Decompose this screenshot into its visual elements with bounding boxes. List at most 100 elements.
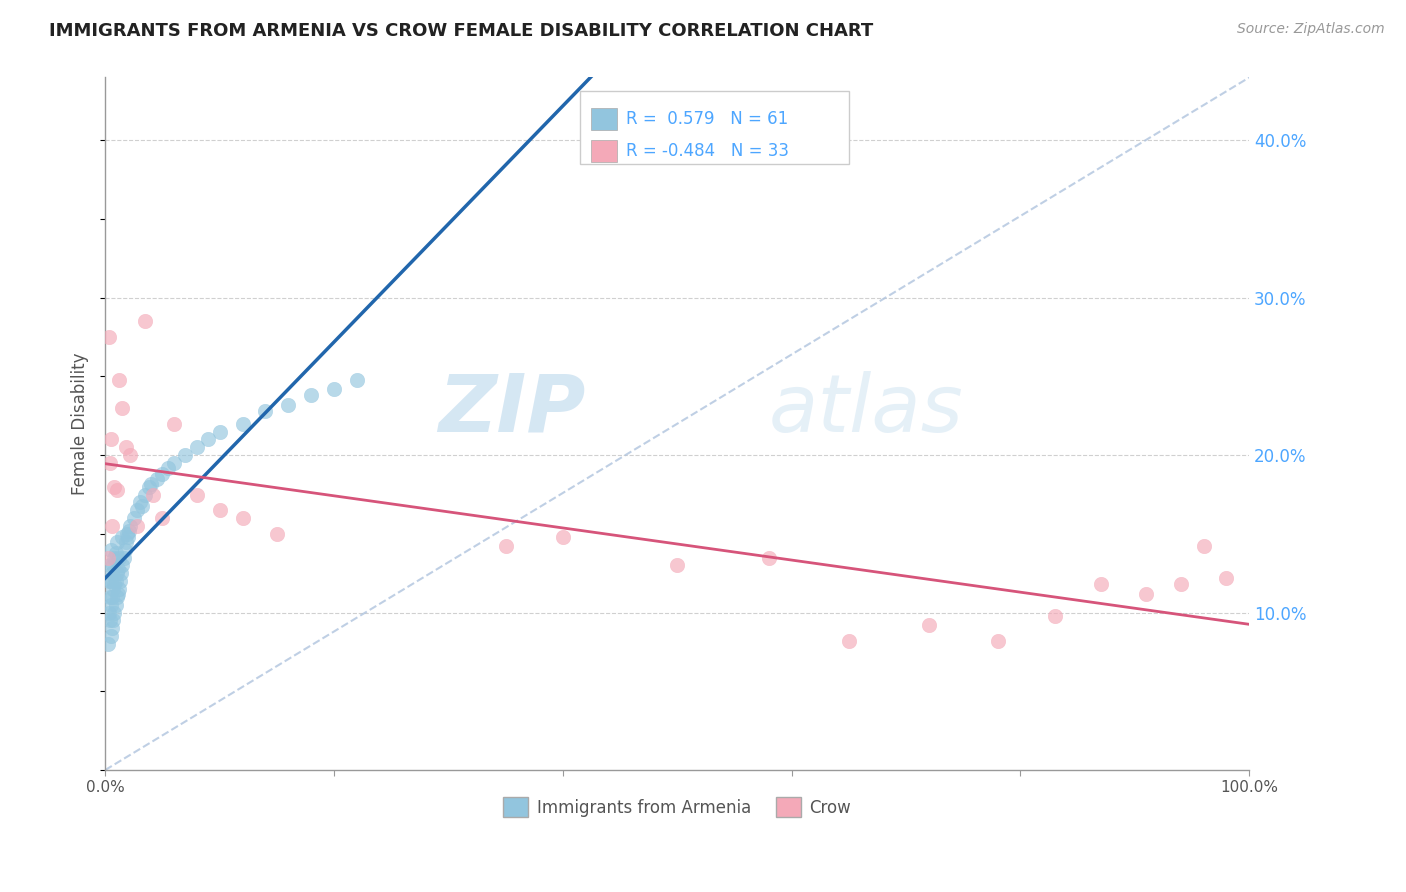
Point — [104, 546, 127, 560]
Point — [96, 550, 118, 565]
Point — [108, 574, 131, 588]
Point — [122, 511, 145, 525]
Point — [197, 433, 219, 447]
Point — [111, 558, 134, 573]
Point — [101, 566, 124, 581]
Point — [208, 425, 231, 439]
Point — [111, 401, 134, 415]
Point — [98, 558, 121, 573]
Point — [346, 373, 368, 387]
Point — [186, 440, 208, 454]
Point — [105, 534, 128, 549]
Point — [323, 382, 346, 396]
Text: atlas: atlas — [769, 371, 963, 449]
Point — [139, 476, 162, 491]
Point — [1192, 540, 1215, 554]
Point — [142, 487, 165, 501]
Text: ZIP: ZIP — [439, 371, 586, 449]
Point — [987, 634, 1010, 648]
Point — [98, 456, 121, 470]
Point — [105, 590, 128, 604]
Point — [98, 614, 121, 628]
Point — [758, 550, 780, 565]
Point — [128, 495, 150, 509]
Point — [838, 634, 860, 648]
Point — [666, 558, 689, 573]
Point — [186, 487, 208, 501]
Point — [254, 404, 277, 418]
Point — [551, 530, 574, 544]
Point — [112, 550, 135, 565]
FancyBboxPatch shape — [592, 108, 617, 130]
Point — [100, 629, 122, 643]
Point — [97, 330, 120, 344]
Point — [115, 527, 138, 541]
Point — [108, 550, 131, 565]
FancyBboxPatch shape — [592, 140, 617, 162]
Point — [101, 590, 124, 604]
Point — [118, 524, 141, 538]
Point — [174, 448, 197, 462]
Point — [97, 606, 120, 620]
Point — [101, 621, 124, 635]
Point — [114, 534, 136, 549]
Point — [104, 574, 127, 588]
Point — [1043, 608, 1066, 623]
Text: Source: ZipAtlas.com: Source: ZipAtlas.com — [1237, 22, 1385, 37]
Point — [157, 460, 180, 475]
Point — [138, 480, 160, 494]
Point — [208, 503, 231, 517]
Point — [495, 540, 517, 554]
Point — [107, 561, 129, 575]
Point — [127, 503, 149, 517]
Text: IMMIGRANTS FROM ARMENIA VS CROW FEMALE DISABILITY CORRELATION CHART: IMMIGRANTS FROM ARMENIA VS CROW FEMALE D… — [49, 22, 873, 40]
Point — [277, 398, 299, 412]
Text: R =  0.579   N = 61: R = 0.579 N = 61 — [626, 110, 787, 128]
Point — [163, 417, 186, 431]
Point — [104, 598, 127, 612]
Point — [266, 527, 288, 541]
Point — [114, 440, 136, 454]
Point — [107, 587, 129, 601]
Point — [152, 511, 174, 525]
Point — [1170, 577, 1192, 591]
Point — [100, 542, 122, 557]
Point — [1090, 577, 1112, 591]
Point — [103, 606, 125, 620]
FancyBboxPatch shape — [581, 91, 849, 164]
Point — [100, 433, 122, 447]
Point — [103, 480, 125, 494]
Point — [110, 566, 132, 581]
Point — [120, 519, 142, 533]
Text: R = -0.484   N = 33: R = -0.484 N = 33 — [626, 142, 789, 160]
Point — [131, 499, 153, 513]
Point — [103, 558, 125, 573]
Point — [134, 487, 156, 501]
Point — [98, 590, 121, 604]
Point — [105, 483, 128, 497]
Point — [127, 519, 149, 533]
Point — [918, 618, 941, 632]
Legend: Immigrants from Armenia, Crow: Immigrants from Armenia, Crow — [496, 790, 858, 824]
Point — [100, 574, 122, 588]
Point — [145, 472, 167, 486]
Point — [231, 417, 253, 431]
Point — [111, 530, 134, 544]
Point — [103, 550, 125, 565]
Point — [114, 542, 136, 557]
Point — [134, 314, 156, 328]
Point — [100, 598, 122, 612]
Point — [1135, 587, 1157, 601]
Point — [96, 637, 118, 651]
Point — [103, 577, 125, 591]
Point — [105, 566, 128, 581]
Point — [299, 388, 322, 402]
Point — [103, 582, 125, 596]
Point — [163, 456, 186, 470]
Point — [117, 530, 139, 544]
Y-axis label: Female Disability: Female Disability — [72, 352, 89, 495]
Point — [101, 519, 124, 533]
Point — [231, 511, 253, 525]
Point — [1215, 571, 1237, 585]
Point — [108, 373, 131, 387]
